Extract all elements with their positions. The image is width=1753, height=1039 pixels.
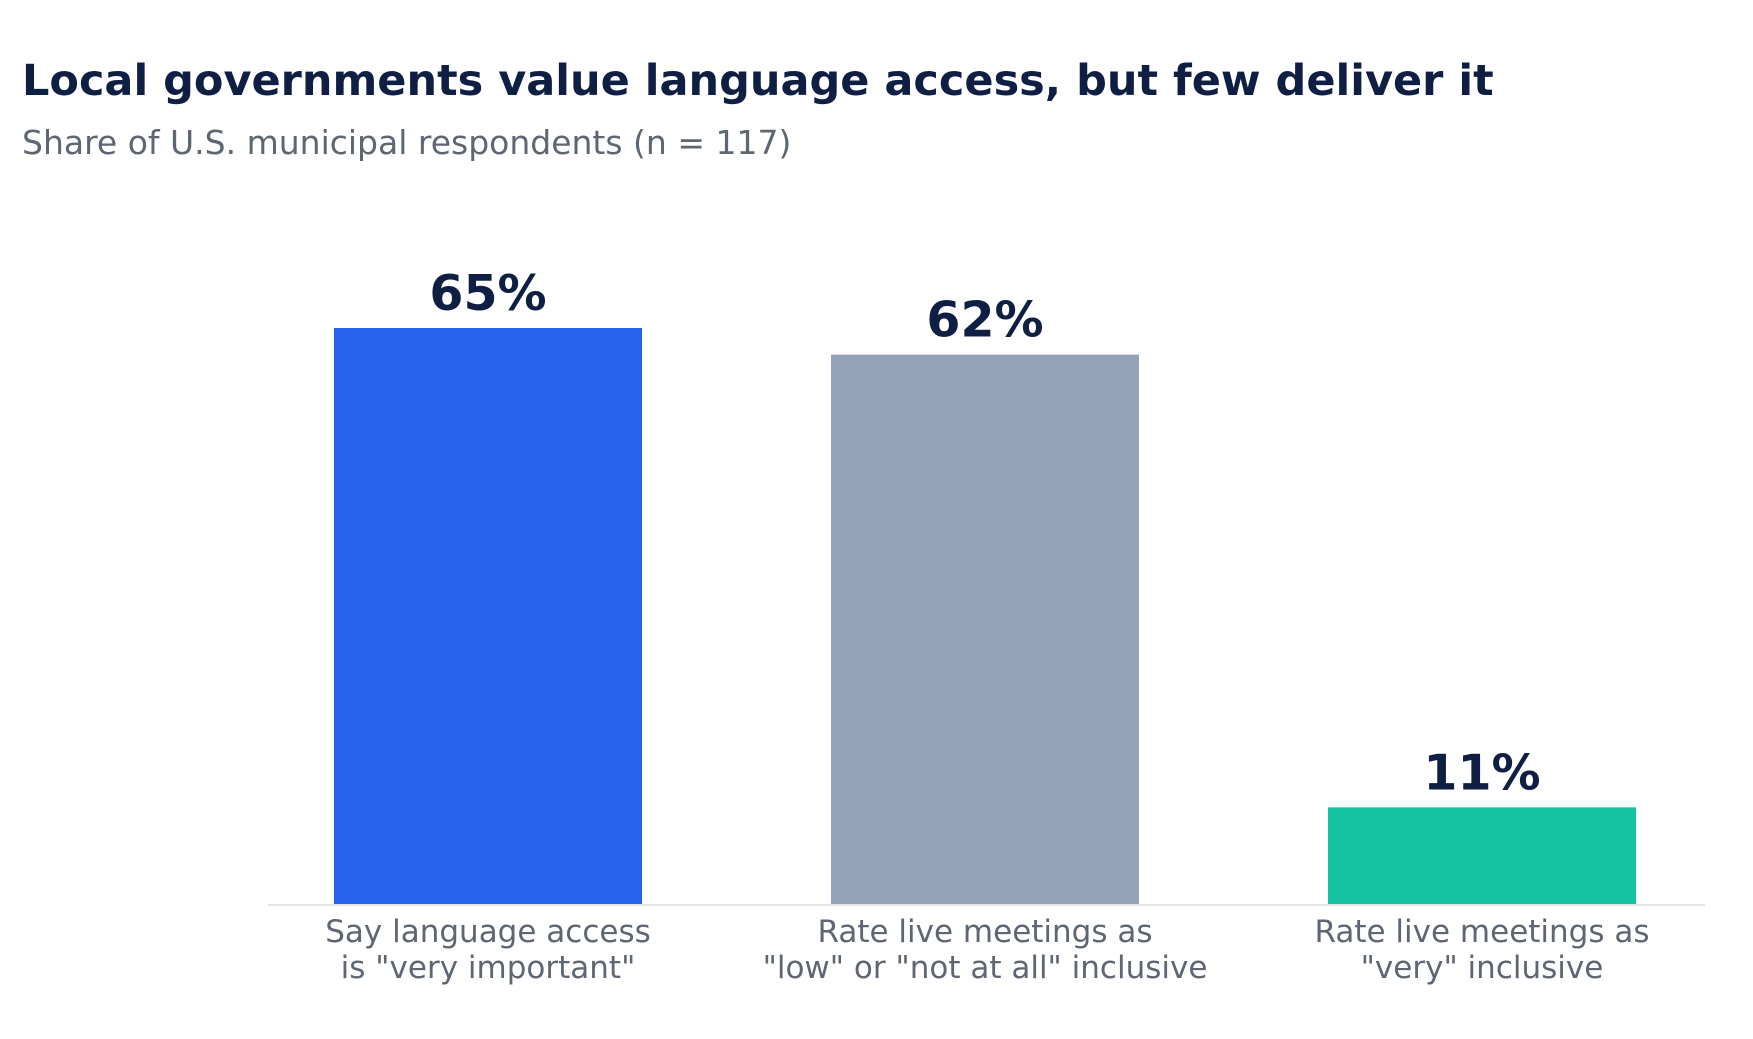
category-label-line: "very" inclusive <box>1361 950 1604 986</box>
bar-3 <box>1328 807 1636 905</box>
plot-area: 65% Say language access is "very important… <box>325 265 1649 986</box>
chart-subtitle: Share of U.S. municipal respondents (n =… <box>22 123 791 162</box>
category-label-line: "low" or "not at all" inclusive <box>763 950 1208 986</box>
category-label-2: Rate live meetings as "low" or "not at al… <box>763 914 1208 986</box>
value-label-1: 65% <box>429 265 546 322</box>
category-label-line: is "very important" <box>341 950 636 986</box>
category-label-1: Say language access is "very important" <box>325 914 651 986</box>
category-label-line: Rate live meetings as <box>817 914 1152 950</box>
value-label-2: 62% <box>926 292 1043 349</box>
bar-1 <box>334 328 642 905</box>
category-label-line: Rate live meetings as <box>1314 914 1649 950</box>
bar-2 <box>831 354 1139 906</box>
category-label-3: Rate live meetings as "very" inclusive <box>1314 914 1649 986</box>
category-label-line: Say language access <box>325 914 651 950</box>
value-label-3: 11% <box>1423 744 1540 801</box>
chart-title: Local governments value language access,… <box>22 56 1494 106</box>
